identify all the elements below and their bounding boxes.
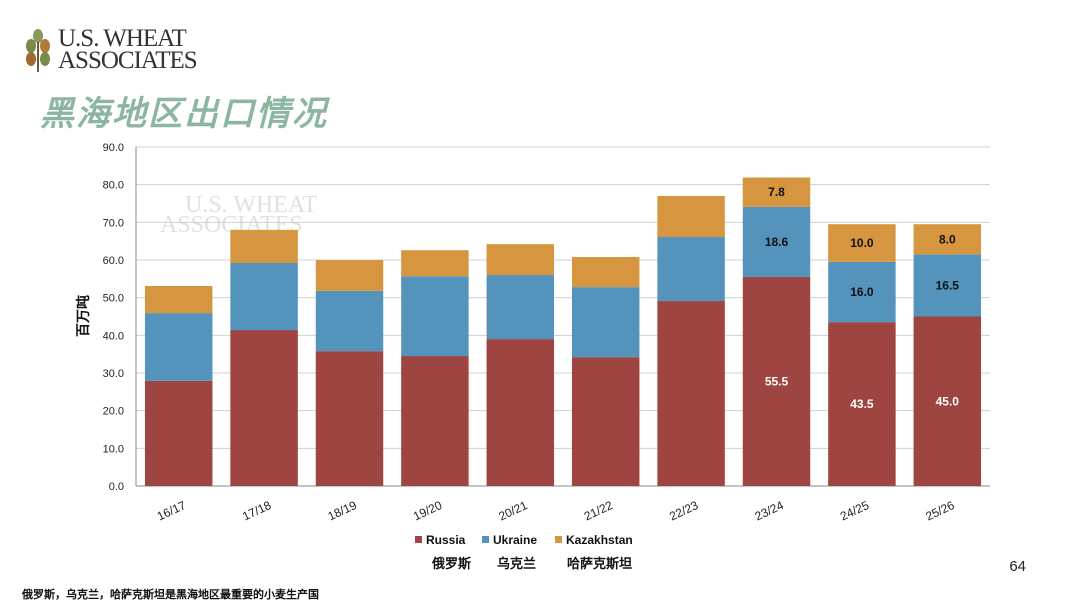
wheat-logo-icon [26, 29, 50, 72]
page-number: 64 [1009, 558, 1026, 575]
data-label: 10.0 [850, 236, 874, 250]
data-label: 18.6 [765, 235, 789, 249]
x-tick-label: 19/20 [411, 498, 444, 524]
bar-russia-23/24 [742, 276, 811, 486]
x-tick-label: 25/26 [923, 498, 956, 524]
bar-ukraine-21/22 [571, 287, 640, 358]
legend-cn-russia: 俄罗斯 [431, 556, 471, 571]
x-tick-label: 21/22 [582, 498, 615, 524]
bar-kazakhstan-19/20 [401, 250, 469, 277]
page-title: 黑海地区出口情况 [40, 95, 328, 133]
legend-label-kazakhstan: Kazakhstan [566, 533, 633, 547]
bar-ukraine-17/18 [230, 263, 298, 331]
bar-kazakhstan-16/17 [144, 285, 213, 314]
bar-russia-25/26 [913, 316, 982, 486]
y-tick-label: 30.0 [103, 368, 124, 380]
bar-russia-24/25 [828, 322, 896, 486]
y-tick-label: 40.0 [103, 330, 124, 342]
bar-kazakhstan-20/21 [486, 244, 555, 276]
y-tick-label: 60.0 [103, 255, 124, 267]
footnote: 俄罗斯，乌克兰，哈萨克斯坦是黑海地区最重要的小麦生产国 [22, 589, 319, 601]
logo-line1: U.S. WHEAT [58, 25, 187, 52]
x-tick-label: 22/23 [667, 498, 700, 524]
x-tick-label: 23/24 [753, 498, 786, 524]
bar-kazakhstan-21/22 [571, 256, 640, 288]
bar-kazakhstan-25/26 [913, 224, 982, 255]
y-tick-label: 70.0 [103, 217, 124, 229]
bar-kazakhstan-22/23 [657, 195, 725, 238]
legend-swatch-ukraine [482, 536, 489, 543]
x-tick-label: 16/17 [155, 498, 188, 524]
y-tick-label: 90.0 [103, 142, 124, 154]
data-label: 16.0 [850, 285, 874, 299]
bar-russia-19/20 [401, 356, 469, 486]
y-tick-label: 20.0 [103, 406, 124, 418]
bar-ukraine-23/24 [742, 206, 811, 277]
y-tick-label: 0.0 [109, 481, 124, 493]
bar-russia-17/18 [230, 330, 298, 486]
y-tick-label: 80.0 [103, 180, 124, 192]
legend-label-ukraine: Ukraine [493, 533, 537, 547]
data-label: 45.0 [936, 394, 960, 408]
x-tick-label: 18/19 [326, 498, 359, 524]
bar-ukraine-19/20 [401, 276, 469, 357]
legend-swatch-russia [415, 536, 422, 543]
bar-kazakhstan-24/25 [828, 224, 896, 262]
legend-label-russia: Russia [426, 533, 466, 547]
bar-ukraine-22/23 [657, 237, 725, 302]
bar-russia-22/23 [657, 301, 725, 486]
y-axis-label: 百万吨 [75, 295, 91, 337]
bar-russia-21/22 [571, 357, 640, 486]
bar-russia-18/19 [315, 351, 384, 486]
y-tick-label: 50.0 [103, 293, 124, 305]
x-tick-label: 17/18 [240, 498, 273, 524]
bar-kazakhstan-18/19 [315, 260, 384, 291]
bar-kazakhstan-23/24 [742, 177, 811, 207]
logo-line2: ASSOCIATES [58, 47, 198, 74]
bar-ukraine-25/26 [913, 254, 982, 317]
x-tick-label: 20/21 [496, 498, 529, 524]
logo: U.S. WHEAT ASSOCIATES [24, 25, 198, 74]
data-label: 55.5 [765, 374, 789, 388]
data-label: 7.8 [768, 185, 785, 199]
data-label: 16.5 [936, 278, 960, 292]
bar-kazakhstan-17/18 [230, 229, 298, 264]
x-tick-label: 24/25 [838, 498, 871, 524]
bar-ukraine-20/21 [486, 275, 555, 340]
bar-russia-16/17 [144, 380, 213, 486]
bar-ukraine-24/25 [828, 261, 896, 323]
legend-cn-kazakhstan: 哈萨克斯坦 [567, 556, 632, 571]
legend-cn-ukraine: 乌克兰 [497, 556, 536, 571]
bar-russia-20/21 [486, 339, 555, 486]
y-tick-label: 10.0 [103, 443, 124, 455]
bar-ukraine-16/17 [144, 313, 213, 381]
data-label: 8.0 [939, 232, 956, 246]
legend-swatch-kazakhstan [555, 536, 562, 543]
svg-text:U.S. WHEAT: U.S. WHEAT [185, 192, 318, 218]
data-label: 43.5 [850, 397, 874, 411]
bar-ukraine-18/19 [315, 290, 384, 352]
